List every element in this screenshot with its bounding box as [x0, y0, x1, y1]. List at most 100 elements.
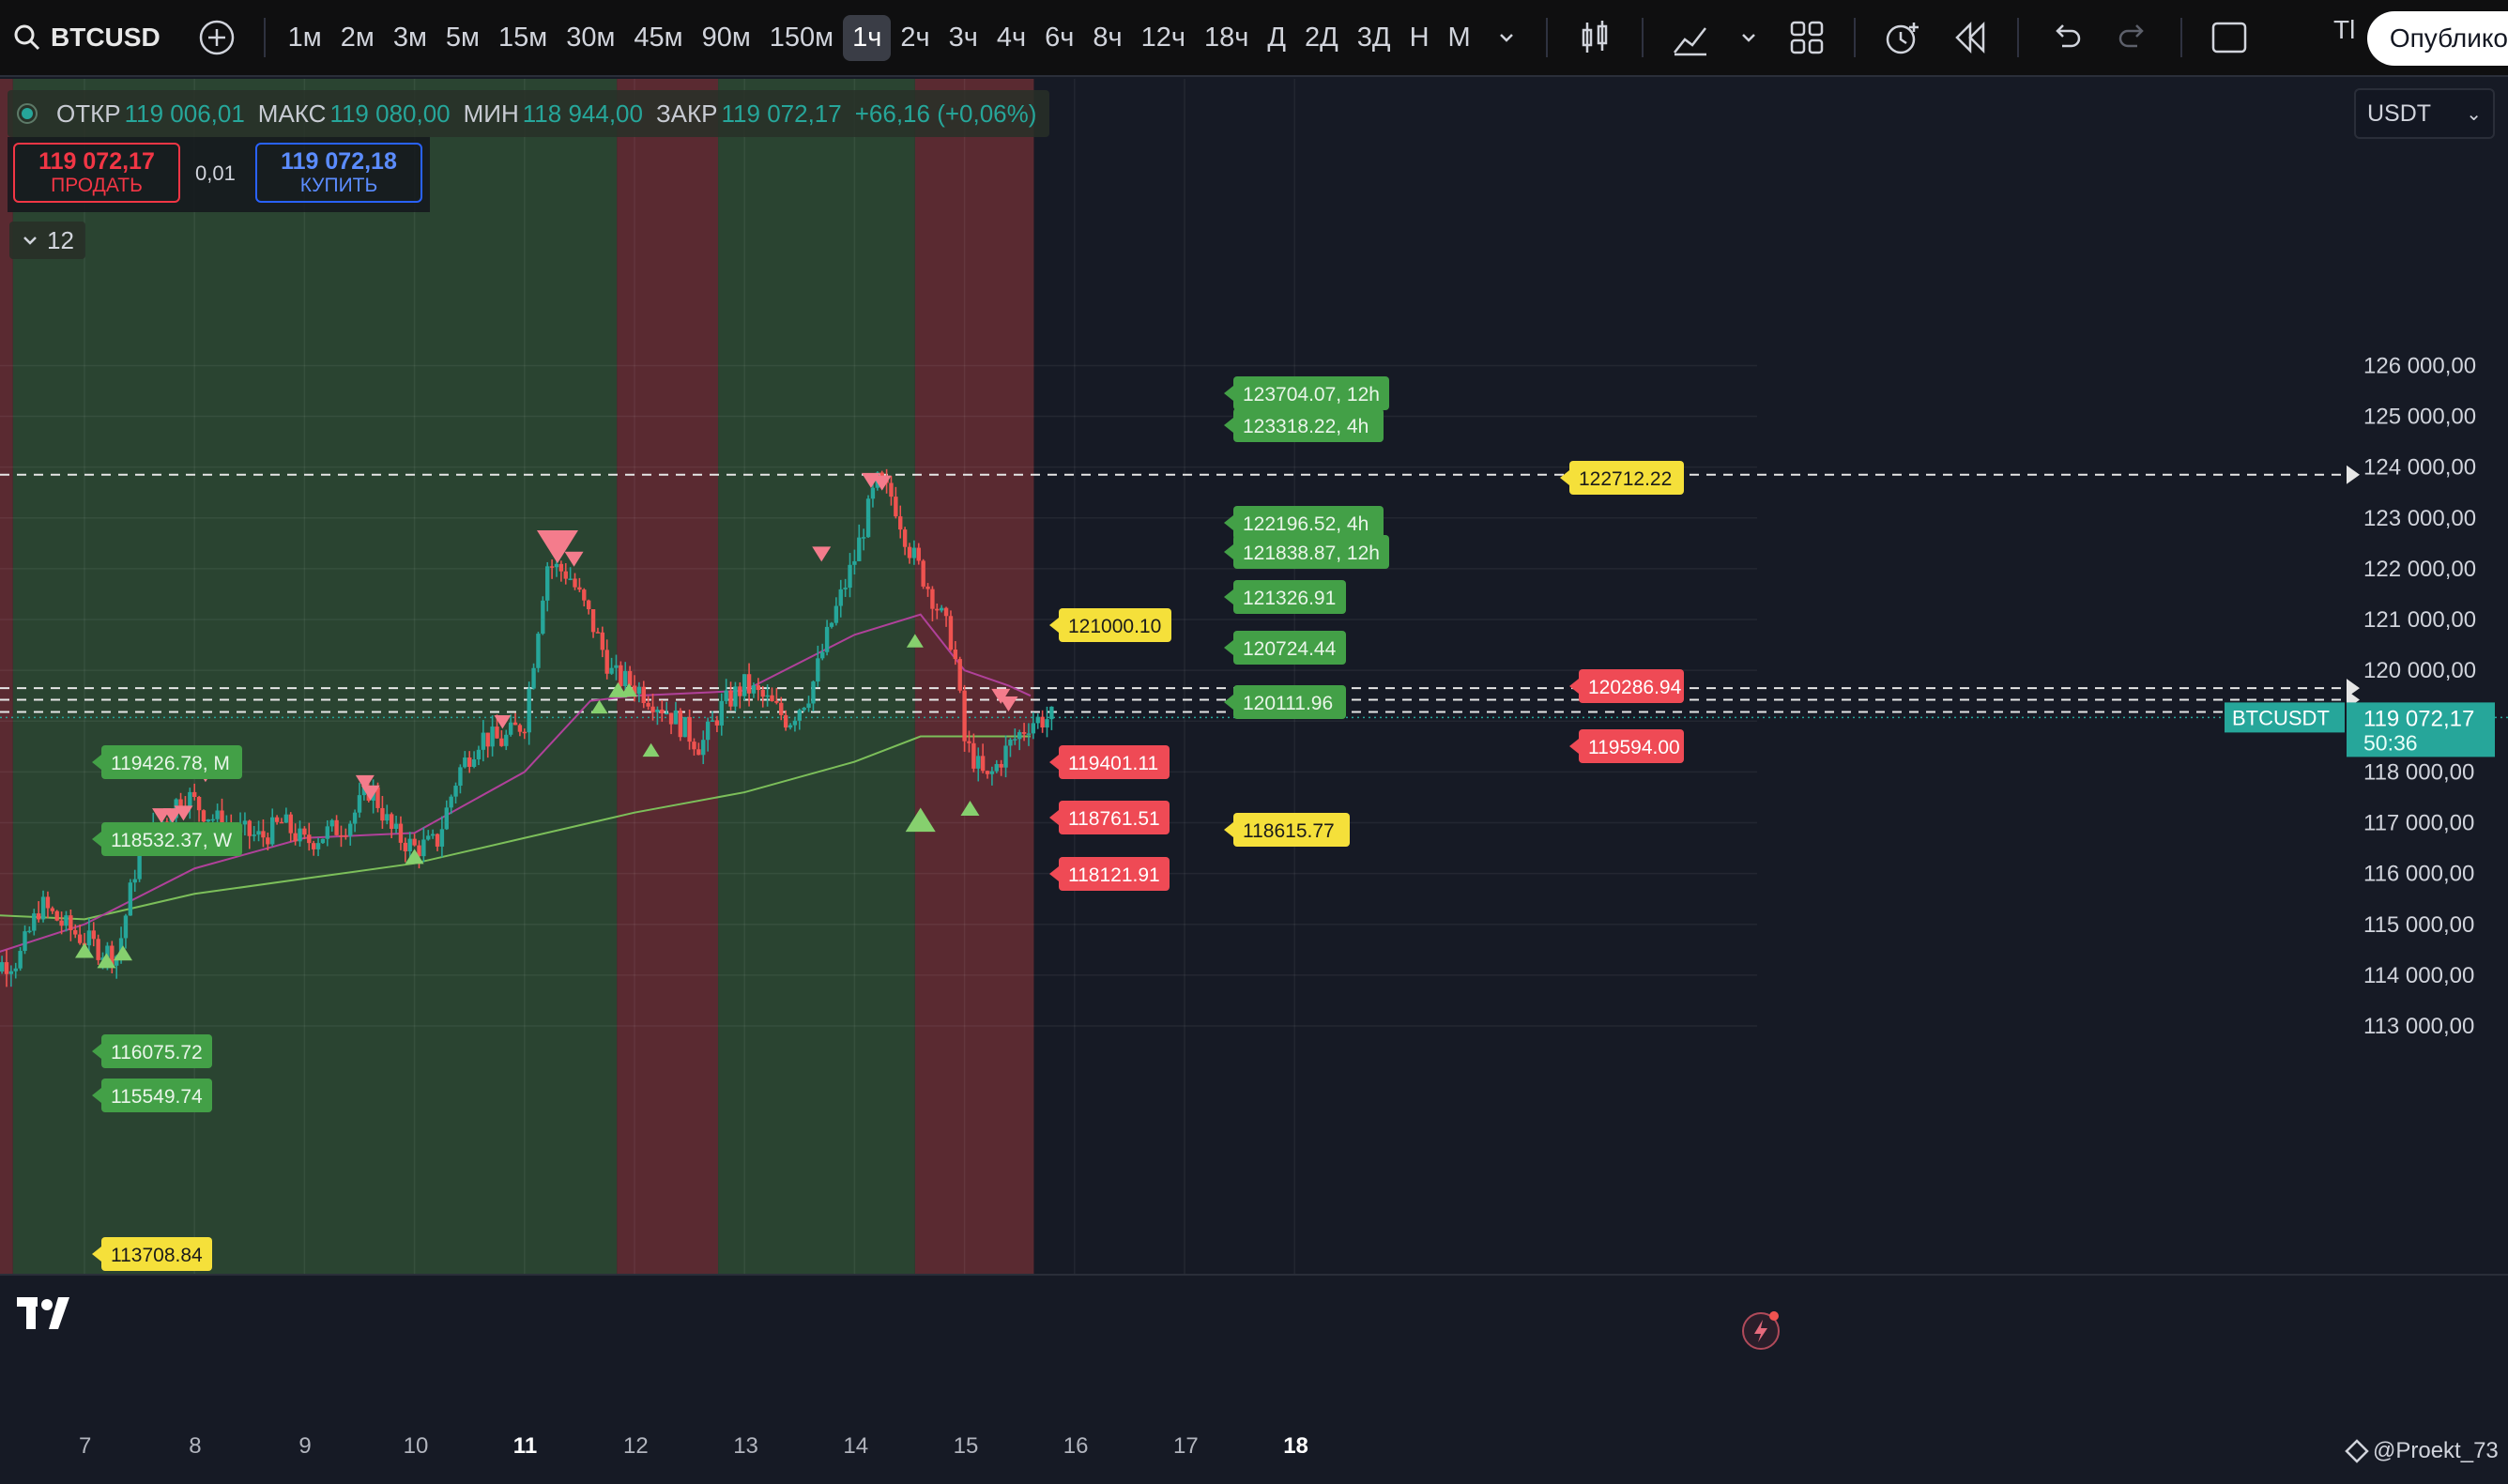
buy-label: КУПИТЬ	[299, 175, 378, 196]
compare-add-icon[interactable]	[196, 17, 237, 58]
candle-body	[252, 834, 256, 836]
sell-signal-icon	[861, 472, 880, 488]
candle-body	[114, 956, 119, 966]
interval-16[interactable]: 18ч	[1204, 22, 1249, 53]
candle-body	[1035, 716, 1040, 724]
interval-4[interactable]: 15м	[497, 22, 548, 53]
level-tag-pointer	[1224, 589, 1233, 604]
candle-body	[907, 546, 912, 558]
symbol-name: BTCUSD	[51, 23, 161, 52]
candle-body	[696, 749, 701, 756]
candle-body	[339, 834, 344, 837]
interval-11[interactable]: 3ч	[948, 22, 978, 53]
interval-2[interactable]: 3м	[392, 22, 427, 53]
interval-6[interactable]: 45м	[634, 22, 683, 53]
search-icon	[14, 24, 40, 51]
interval-15[interactable]: 12ч	[1140, 22, 1185, 53]
interval-5[interactable]: 30м	[566, 22, 616, 53]
interval-0[interactable]: 1м	[287, 22, 322, 53]
candle-body	[283, 814, 289, 823]
interval-1[interactable]: 2м	[340, 22, 375, 53]
last-price-symbol-badge	[2225, 702, 2345, 733]
level-tag-text: 121326.91	[1243, 588, 1336, 609]
candle-body	[407, 838, 412, 851]
interval-18[interactable]: 2Д	[1305, 22, 1338, 53]
candle-body	[889, 482, 894, 497]
candle-body	[398, 823, 404, 843]
time-axis-tick: 16	[1063, 1433, 1089, 1459]
tradingview-logo[interactable]	[15, 1293, 81, 1339]
interval-9[interactable]: 1ч	[843, 14, 892, 61]
session-zone-red	[617, 79, 719, 1275]
price-chart[interactable]: 119426.78, M 118532.37, W 116075.72 115549.…	[0, 79, 2508, 1355]
interval-list: 1м 2м 3м 5м 15м 30м 45м 90м 150м 1ч 2ч 3ч 4ч 6ч 8ч 12ч 1…	[279, 14, 1480, 61]
candles-icon[interactable]	[1574, 17, 1615, 58]
candle-body	[357, 795, 362, 813]
candle-body	[760, 690, 765, 697]
candle-body	[1040, 716, 1045, 728]
interval-13[interactable]: 6ч	[1045, 22, 1075, 53]
toolbar-divider	[2179, 18, 2182, 57]
order-quantity[interactable]: 0,01	[195, 161, 236, 185]
fullscreen-icon[interactable]	[2209, 17, 2250, 58]
candle-body	[311, 843, 316, 849]
time-axis-canvas: 7 8 9 10 11 12 13 14 15 16 17 18	[79, 1433, 1308, 1459]
candle-body	[619, 665, 623, 686]
time-axis-tick: 17	[1173, 1433, 1199, 1459]
chevron-down-icon: ⌄	[2466, 103, 2482, 125]
interval-19[interactable]: 3Д	[1356, 22, 1391, 53]
publish-button[interactable]: Опублико	[2366, 11, 2508, 66]
interval-3[interactable]: 5м	[445, 22, 480, 53]
symbol-search[interactable]: BTCUSD	[13, 23, 161, 53]
visibility-eye-icon[interactable]	[13, 99, 41, 128]
time-axis-tick: 7	[79, 1433, 91, 1459]
candle-body	[701, 740, 706, 756]
candle-body	[586, 600, 591, 610]
indicators-icon[interactable]	[1670, 17, 1711, 58]
chevron-down-icon[interactable]	[1486, 17, 1527, 58]
candle-body	[590, 609, 596, 633]
candle-body	[210, 818, 215, 821]
interval-7[interactable]: 90м	[701, 22, 751, 53]
interval-14[interactable]: 8ч	[1093, 22, 1123, 53]
level-tag-text: 122712.22	[1579, 468, 1672, 490]
level-tag-green: 120724.44	[1224, 631, 1346, 665]
buy-button[interactable]: 119 072,18 КУПИТЬ	[255, 143, 422, 203]
time-axis-tick: 15	[954, 1433, 979, 1459]
candle-body	[816, 658, 820, 682]
chart-canvas[interactable]: 119426.78, M 118532.37, W 116075.72 115549.…	[0, 79, 2508, 1355]
replay-icon[interactable]	[1950, 17, 1991, 58]
indicators-toggle[interactable]: 12	[9, 222, 85, 259]
level-tag-yellow: 121000.10	[1049, 608, 1171, 642]
candle-body	[435, 834, 440, 847]
time-axis[interactable]: 7 8 9 10 11 12 13 14 15 16 17 18	[0, 1417, 2508, 1479]
interval-21[interactable]: М	[1447, 22, 1471, 53]
candle-body	[751, 685, 757, 694]
candle-body	[96, 939, 100, 960]
interval-12[interactable]: 4ч	[996, 22, 1027, 53]
candle-body	[192, 791, 197, 798]
chevron-down-icon[interactable]	[1728, 17, 1769, 58]
level-tag-pointer	[1224, 544, 1233, 559]
interval-20[interactable]: Н	[1409, 22, 1430, 53]
candle-body	[724, 690, 728, 701]
candle-body	[380, 807, 385, 821]
lightning-icon[interactable]	[1740, 1308, 1783, 1356]
candle-body	[403, 842, 408, 851]
candle-body	[417, 845, 421, 857]
candle-body	[948, 616, 954, 650]
interval-17[interactable]: Д	[1267, 22, 1287, 53]
interval-10[interactable]: 2ч	[900, 22, 930, 53]
redo-icon[interactable]	[2113, 17, 2154, 58]
candle-body	[967, 741, 971, 743]
candle-body	[935, 608, 940, 611]
undo-icon[interactable]	[2045, 17, 2087, 58]
level-tag-background	[1233, 535, 1389, 569]
alert-clock-icon[interactable]	[1882, 17, 1923, 58]
interval-8[interactable]: 150м	[769, 22, 834, 53]
layout-grid-icon[interactable]	[1786, 17, 1827, 58]
currency-select[interactable]: USDT ⌄	[2354, 88, 2495, 139]
candle-body	[783, 714, 788, 728]
candle-body	[568, 578, 573, 580]
sell-button[interactable]: 119 072,17 ПРОДАТЬ	[13, 143, 180, 203]
